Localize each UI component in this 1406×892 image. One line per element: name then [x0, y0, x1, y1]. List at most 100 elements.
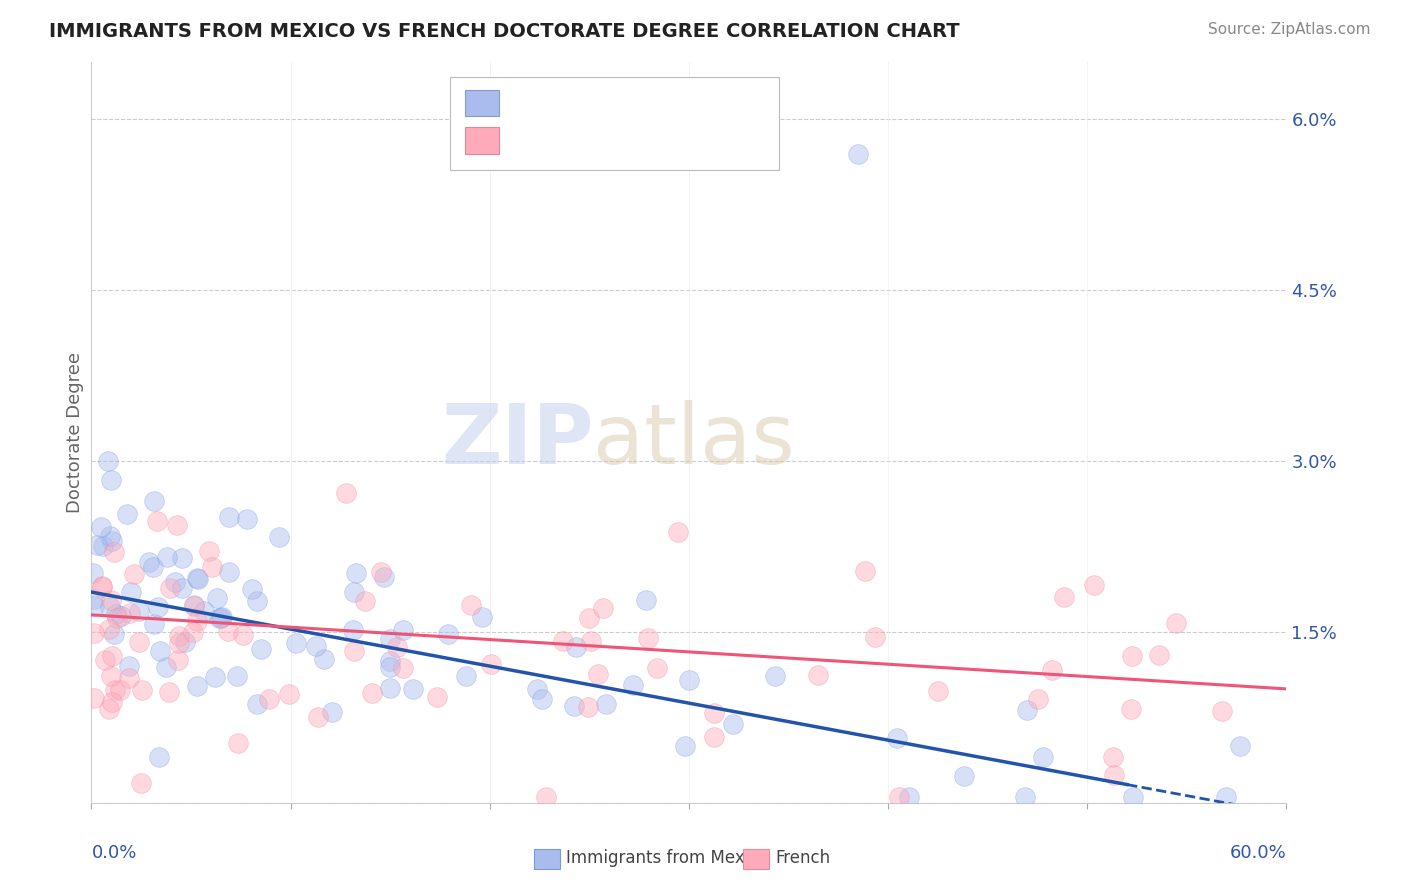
Point: [307, 710, 329, 724]
Point: [335, 486, 357, 500]
Point: [193, 605, 215, 619]
Point: [100, 473, 122, 487]
Point: [595, 697, 617, 711]
FancyBboxPatch shape: [450, 78, 779, 169]
Point: [378, 654, 402, 668]
Point: [391, 661, 413, 675]
Point: [82, 566, 104, 580]
Point: [118, 658, 141, 673]
Point: [226, 668, 249, 682]
Point: [131, 682, 153, 697]
Point: [621, 677, 644, 691]
Bar: [534, 848, 560, 870]
Point: [1040, 663, 1063, 677]
Point: [305, 640, 328, 654]
Point: [86, 538, 108, 552]
Point: [115, 507, 138, 521]
Point: [100, 534, 122, 549]
Point: [91, 579, 114, 593]
Text: 60.0%: 60.0%: [1230, 844, 1286, 862]
Bar: [465, 90, 499, 117]
Point: [1083, 578, 1105, 592]
Bar: [465, 127, 499, 153]
Point: [370, 565, 392, 579]
Point: [142, 560, 165, 574]
Point: [378, 632, 402, 647]
Point: [250, 642, 273, 657]
Point: [586, 666, 609, 681]
Point: [240, 582, 263, 596]
Point: [1164, 615, 1187, 630]
Point: [637, 632, 659, 646]
Point: [97, 454, 120, 468]
Point: [157, 685, 180, 699]
Point: [257, 692, 280, 706]
Point: [218, 565, 240, 579]
Point: [1147, 648, 1170, 662]
Point: [156, 550, 179, 565]
Point: [183, 599, 205, 614]
Point: [565, 640, 588, 654]
Point: [101, 695, 124, 709]
Point: [898, 790, 921, 805]
Point: [163, 574, 186, 589]
Point: [1211, 704, 1233, 718]
Point: [269, 530, 291, 544]
Point: [118, 671, 141, 685]
Point: [534, 790, 557, 805]
Text: R = -0.199   N = 77: R = -0.199 N = 77: [509, 129, 679, 148]
Point: [97, 702, 120, 716]
Point: [138, 555, 160, 569]
Point: [343, 584, 366, 599]
Point: [143, 494, 166, 508]
Point: [198, 544, 221, 558]
Point: [889, 790, 911, 805]
Point: [343, 644, 366, 658]
Point: [83, 690, 105, 705]
Point: [159, 581, 181, 595]
Point: [217, 624, 239, 639]
Point: [1229, 739, 1251, 754]
Point: [167, 636, 190, 650]
Point: [526, 681, 548, 696]
Point: [401, 682, 423, 697]
Point: [666, 524, 689, 539]
Point: [143, 617, 166, 632]
Point: [211, 610, 233, 624]
Point: [103, 545, 125, 559]
Point: [378, 681, 402, 695]
Point: [927, 684, 949, 698]
Point: [90, 580, 112, 594]
Point: [100, 668, 122, 682]
Point: [181, 624, 204, 639]
Point: [128, 634, 150, 648]
Point: [149, 644, 172, 658]
Point: [236, 512, 259, 526]
Point: [579, 633, 602, 648]
Point: [481, 657, 503, 671]
Point: [1014, 790, 1036, 805]
Point: [83, 625, 105, 640]
Point: [1052, 590, 1074, 604]
Point: [93, 652, 115, 666]
Point: [285, 636, 308, 650]
Point: [204, 670, 226, 684]
Point: [1026, 692, 1049, 706]
Point: [1121, 648, 1143, 663]
Point: [98, 599, 121, 614]
Point: [721, 717, 744, 731]
Point: [562, 699, 585, 714]
Point: [277, 687, 299, 701]
Point: [460, 599, 482, 613]
Point: [385, 640, 408, 654]
Point: [146, 514, 169, 528]
Point: [673, 739, 696, 753]
Point: [118, 606, 141, 620]
Point: [98, 529, 121, 543]
Point: [174, 635, 197, 649]
Point: [471, 609, 494, 624]
Text: R = -0.413   N = 88: R = -0.413 N = 88: [509, 93, 679, 111]
Point: [846, 146, 869, 161]
Point: [103, 627, 125, 641]
Point: [226, 736, 249, 750]
